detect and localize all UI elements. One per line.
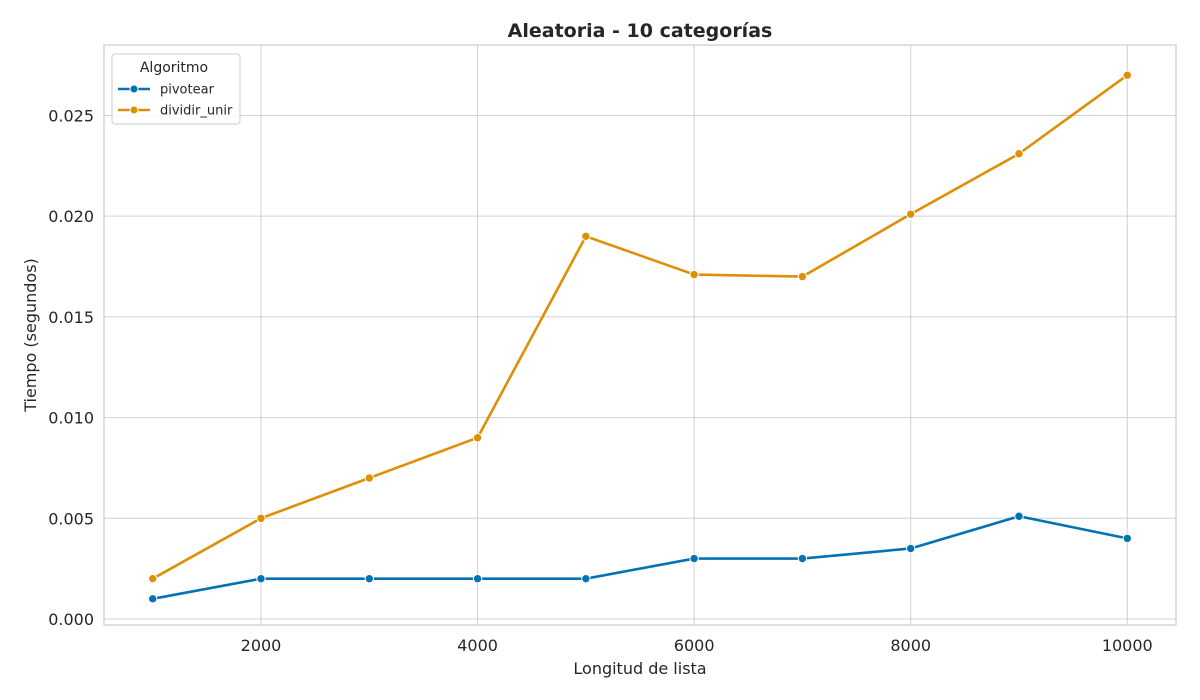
x-axis-title: Longitud de lista <box>573 659 706 678</box>
data-point <box>148 573 158 584</box>
data-point <box>689 553 699 564</box>
data-point <box>256 573 266 584</box>
plot-frame <box>103 44 1177 626</box>
tick-labels: 2000 4000 6000 8000 10000 0.000 0.005 0.010 0.01… <box>48 106 1153 655</box>
data-point <box>364 573 374 584</box>
data-point <box>906 209 916 219</box>
x-tick-label: 10000 <box>1102 636 1153 655</box>
legend-item: dividir_unir <box>118 104 233 119</box>
series-layer <box>148 70 1132 604</box>
data-point <box>797 553 808 564</box>
y-tick-label: 0.015 <box>48 308 94 327</box>
x-tick-label: 2000 <box>241 636 282 655</box>
data-point <box>472 573 483 584</box>
series-dividir_unir <box>148 70 1132 584</box>
y-tick-label: 0.000 <box>48 610 94 629</box>
x-tick-label: 8000 <box>890 636 931 655</box>
data-point <box>689 269 699 280</box>
data-point <box>581 573 591 584</box>
legend-item: pivotear <box>118 83 215 98</box>
legend-label: dividir_unir <box>160 104 233 119</box>
plot-area <box>104 45 1176 625</box>
y-tick-label: 0.005 <box>48 509 94 528</box>
y-tick-label: 0.010 <box>48 409 94 428</box>
x-tick-label: 6000 <box>674 636 715 655</box>
data-point <box>364 473 374 483</box>
data-point <box>472 433 483 443</box>
grid <box>104 45 1176 625</box>
legend-marker <box>129 84 139 94</box>
data-point <box>1122 70 1132 80</box>
y-tick-label: 0.025 <box>48 106 94 125</box>
chart-title: Aleatoria - 10 categorías <box>508 20 773 42</box>
x-tick-label: 4000 <box>457 636 498 655</box>
data-point <box>797 271 808 282</box>
data-point <box>1014 511 1024 521</box>
data-point <box>906 543 916 554</box>
legend: Algoritmo pivotear dividir_unir <box>111 53 241 125</box>
y-axis-title: Tiempo (segundos) <box>21 258 40 413</box>
data-point <box>1122 533 1132 544</box>
series-line <box>152 74 1129 580</box>
legend-items: pivotear dividir_unir <box>118 83 233 119</box>
data-point <box>581 231 591 242</box>
legend-label: pivotear <box>160 83 215 98</box>
legend-title: Algoritmo <box>140 60 208 76</box>
legend-marker <box>129 105 139 115</box>
legend-box <box>111 53 241 125</box>
series-pivotear <box>148 511 1132 604</box>
y-tick-label: 0.020 <box>48 207 94 226</box>
data-point <box>256 513 266 523</box>
series-line <box>152 514 1128 601</box>
data-point <box>1014 149 1024 159</box>
data-point <box>148 594 158 604</box>
